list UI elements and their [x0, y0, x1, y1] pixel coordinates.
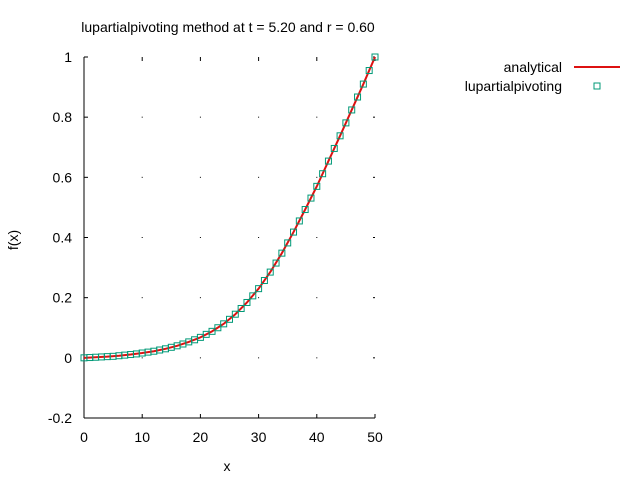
grid-dot [258, 297, 260, 299]
data-point-lupartialpivoting [371, 53, 379, 61]
grid-dot [316, 237, 318, 238]
series-layer [80, 53, 379, 362]
legend: analytical lupartialpivoting [465, 59, 620, 94]
grid-dot [316, 297, 318, 299]
series-line-analytical [83, 56, 376, 359]
data-point-lupartialpivoting [284, 239, 292, 247]
x-axis-label: x [224, 458, 231, 474]
y-tick-label: 0 [64, 350, 72, 366]
y-tick-label: 0.2 [53, 290, 73, 306]
data-point-lupartialpivoting [290, 228, 298, 236]
data-point-lupartialpivoting [295, 217, 303, 225]
grid-dot [141, 176, 143, 178]
data-point-lupartialpivoting [336, 132, 344, 140]
grid-dot [199, 176, 201, 178]
grid-dot [316, 357, 318, 359]
data-point-lupartialpivoting [266, 268, 274, 276]
data-point-lupartialpivoting [220, 320, 228, 328]
data-point-lupartialpivoting [272, 259, 280, 267]
data-point-lupartialpivoting [278, 249, 286, 257]
grid-dot [199, 357, 201, 359]
data-point-lupartialpivoting [354, 93, 362, 101]
x-tick-label: 50 [367, 429, 383, 445]
data-point-lupartialpivoting [319, 170, 327, 178]
data-point-lupartialpivoting [359, 80, 367, 88]
x-tick-label: 20 [193, 429, 209, 445]
data-point-lupartialpivoting [330, 144, 338, 152]
data-point-lupartialpivoting [226, 315, 233, 323]
legend-swatch-lupartialpivoting [593, 82, 601, 90]
data-point-lupartialpivoting [301, 206, 309, 214]
data-point-lupartialpivoting [342, 119, 350, 127]
y-axis-label: f(x) [5, 230, 21, 250]
data-point-lupartialpivoting [208, 327, 216, 335]
grid-dot [258, 116, 260, 118]
data-point-lupartialpivoting [348, 106, 356, 114]
data-point-lupartialpivoting [249, 292, 257, 300]
x-tick-label: 0 [80, 429, 88, 445]
tick-labels: 0 10 20 30 40 50 -0.2 0 0.2 0.4 0.6 0.8 1 [48, 49, 383, 445]
x-tick-label: 10 [134, 429, 150, 445]
data-point-lupartialpivoting [214, 324, 222, 332]
x-tick-label: 30 [251, 429, 267, 445]
grid-dot [199, 237, 201, 238]
grid-dot [258, 357, 260, 359]
legend-label-lupartialpivoting: lupartialpivoting [465, 78, 562, 94]
legend-label-analytical: analytical [504, 59, 562, 75]
data-point-lupartialpivoting [324, 157, 332, 165]
data-point-lupartialpivoting [313, 182, 321, 190]
grid-dot [316, 176, 318, 178]
data-point-lupartialpivoting [260, 277, 268, 285]
y-tick-label: 0.8 [53, 109, 73, 125]
data-point-lupartialpivoting [365, 67, 373, 75]
y-tick-label: 0.4 [53, 230, 73, 246]
data-point-lupartialpivoting [255, 285, 263, 293]
data-point-lupartialpivoting [237, 304, 245, 312]
data-point-lupartialpivoting [231, 310, 239, 318]
axes [83, 57, 375, 419]
grid-dot [199, 297, 201, 299]
y-tick-label: 1 [64, 49, 72, 65]
data-point-lupartialpivoting [243, 298, 251, 306]
grid-dot [141, 297, 143, 299]
grid-dot [141, 357, 143, 359]
y-tick-label: 0.6 [53, 169, 73, 185]
y-tick-label: -0.2 [48, 410, 72, 426]
grid-marks [83, 56, 376, 419]
grid-dot [199, 116, 201, 118]
data-point-lupartialpivoting [307, 194, 315, 202]
grid-dot [141, 237, 143, 238]
x-tick-label: 40 [309, 429, 325, 445]
grid-dot [258, 237, 260, 238]
grid-dot [316, 116, 318, 118]
grid-dot [258, 176, 260, 178]
grid-dot [141, 116, 143, 118]
chart-title: lupartialpivoting method at t = 5.20 and… [81, 19, 375, 35]
